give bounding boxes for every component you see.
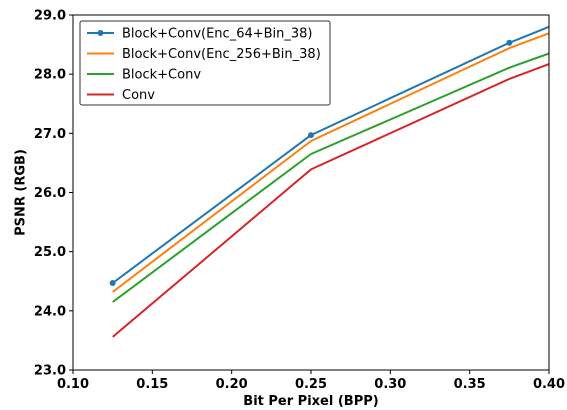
legend-marker (97, 30, 104, 36)
x-tick-label: 0.25 (295, 377, 327, 392)
y-tick-label: 27.0 (34, 127, 66, 142)
x-tick-label: 0.15 (136, 377, 168, 392)
legend-label: Block+Conv (122, 68, 201, 83)
y-tick-label: 25.0 (34, 245, 66, 260)
legend: Block+Conv(Enc_64+Bin_38) Block+Conv(Enc_… (79, 20, 331, 106)
legend-label: Conv (122, 88, 155, 103)
x-tick-label: 0.10 (57, 377, 89, 392)
data-point (506, 39, 513, 46)
legend-label: Block+Conv(Enc_64+Bin_38) (122, 27, 313, 42)
legend-label: Block+Conv(Enc_256+Bin_38) (122, 47, 321, 62)
series-line-2 (112, 52, 550, 303)
x-tick-label: 0.20 (216, 377, 248, 392)
y-tick-label: 24.0 (34, 304, 66, 319)
legend-box (79, 20, 331, 106)
series-line-1 (112, 32, 550, 293)
y-axis-label: PSNR (RGB) (14, 149, 29, 236)
data-point (308, 132, 314, 139)
y-tick-label: 23.0 (34, 364, 66, 379)
data-point (109, 280, 116, 287)
x-axis-label: Bit Per Pixel (BPP) (243, 394, 378, 409)
axes-layer: 0.10 0.15 0.20 0.25 0.30 0.35 0.40 23.0 24.0 25.0… (34, 9, 565, 393)
x-tick-label: 0.35 (454, 377, 486, 392)
series-line-0 (112, 25, 550, 284)
y-tick-label: 29.0 (34, 9, 66, 24)
x-tick-label: 0.40 (533, 377, 565, 392)
y-tick-label: 28.0 (34, 68, 66, 83)
series-line-3 (112, 63, 550, 338)
x-tick-label: 0.30 (374, 377, 406, 392)
series-layer (109, 25, 550, 338)
y-tick-label: 26.0 (34, 186, 66, 201)
